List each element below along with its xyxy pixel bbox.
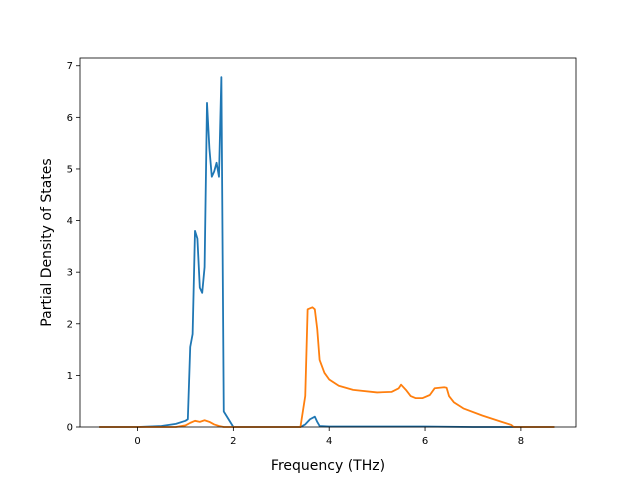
x-tick-label: 2 (230, 436, 236, 447)
x-tick-label: 0 (134, 436, 140, 447)
x-axis-ticks: 0 2 4 6 8 (134, 427, 524, 447)
plot-frame (79, 57, 577, 428)
y-tick-label: 6 (67, 113, 73, 124)
x-tick-label: 8 (518, 436, 524, 447)
y-tick-label: 3 (67, 268, 73, 279)
x-tick-label: 6 (422, 436, 428, 447)
y-tick-label: 1 (67, 371, 73, 382)
series-line-1 (99, 76, 555, 428)
y-tick-label: 4 (67, 216, 73, 227)
y-tick-label: 2 (67, 319, 73, 330)
y-tick-label: 7 (67, 61, 73, 72)
x-tick-label: 4 (326, 436, 332, 447)
y-tick-label: 0 (67, 423, 73, 434)
y-tick-label: 5 (67, 164, 73, 175)
x-axis-label: Frequency (THz) (271, 458, 385, 474)
y-axis-ticks: 0 1 2 3 4 5 6 7 (67, 61, 80, 434)
plot-lines (99, 76, 555, 428)
series-line-2 (99, 306, 555, 428)
y-axis-label: Partial Density of States (39, 158, 55, 326)
